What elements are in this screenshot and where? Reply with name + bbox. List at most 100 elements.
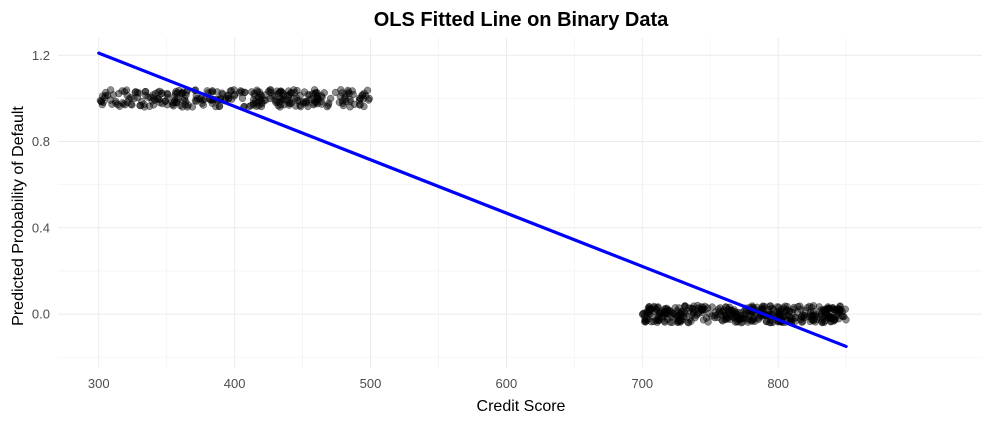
data-point: [258, 100, 266, 108]
data-point: [661, 308, 669, 316]
data-point: [267, 88, 275, 97]
data-point: [666, 318, 674, 326]
ols-fitted-line: [97, 51, 848, 349]
data-point: [776, 307, 784, 315]
data-point: [701, 305, 709, 314]
data-point: [714, 310, 722, 318]
data-point: [140, 103, 149, 111]
data-point: [278, 89, 287, 97]
x-tick-label: 400: [224, 376, 246, 391]
data-point: [338, 89, 346, 97]
data-point: [704, 318, 712, 326]
data-point: [102, 88, 110, 97]
data-point: [643, 317, 651, 325]
data-point: [827, 314, 835, 323]
data-point: [296, 91, 304, 100]
data-point: [790, 305, 798, 313]
data-point: [806, 317, 814, 326]
data-point: [154, 88, 162, 96]
data-point: [96, 96, 104, 105]
data-point: [671, 311, 679, 319]
data-point: [287, 99, 295, 107]
data-point: [172, 87, 180, 96]
data-point: [645, 310, 654, 319]
data-point: [665, 307, 674, 315]
y-tick-label: 1.2: [32, 48, 50, 63]
data-point: [178, 89, 186, 97]
data-point: [355, 94, 364, 102]
data-point: [325, 99, 333, 107]
data-point: [245, 102, 253, 111]
data-point: [313, 88, 321, 97]
data-point: [285, 90, 294, 99]
x-tick-label: 600: [496, 376, 518, 391]
data-point: [729, 307, 737, 316]
y-tick-label: 0.0: [32, 307, 50, 322]
data-point: [279, 96, 287, 104]
data-point: [676, 318, 684, 326]
data-point: [120, 100, 128, 108]
y-axis-label: Predicted Probability of Default: [10, 106, 27, 326]
data-point: [149, 101, 158, 109]
data-point: [230, 86, 238, 94]
data-point: [192, 97, 200, 105]
data-point: [323, 103, 331, 111]
data-point: [684, 319, 693, 327]
data-point: [142, 91, 150, 100]
data-point: [801, 307, 809, 315]
data-point: [818, 318, 826, 327]
x-tick-label: 500: [360, 376, 382, 391]
data-point: [296, 103, 305, 111]
data-point: [759, 302, 767, 310]
data-point: [140, 100, 148, 108]
data-point: [327, 94, 335, 103]
data-point: [726, 315, 734, 324]
data-point: [148, 97, 156, 105]
data-point: [164, 90, 172, 99]
data-point: [109, 91, 117, 99]
data-point: [818, 318, 826, 326]
data-point: [360, 102, 368, 111]
x-tick-label: 800: [767, 376, 789, 391]
data-point: [663, 315, 671, 323]
data-point: [829, 304, 837, 312]
data-point: [127, 100, 135, 109]
data-point: [786, 314, 795, 323]
grid: [58, 38, 982, 368]
data-point: [318, 93, 326, 102]
data-point: [115, 89, 123, 98]
data-point: [146, 93, 155, 101]
data-point: [827, 317, 835, 326]
data-point: [681, 302, 689, 311]
data-point: [302, 98, 310, 106]
data-point: [257, 96, 265, 104]
data-point: [355, 101, 364, 109]
data-point: [837, 306, 845, 314]
data-point: [208, 88, 217, 96]
data-point: [97, 98, 105, 106]
data-point: [677, 310, 685, 319]
data-point: [741, 311, 749, 319]
data-point: [161, 97, 169, 105]
data-point: [657, 308, 665, 316]
data-point: [794, 303, 802, 311]
data-point: [363, 86, 372, 94]
data-point: [136, 101, 144, 110]
data-point: [676, 316, 684, 324]
data-point: [309, 101, 317, 109]
data-point: [314, 95, 322, 103]
data-point: [338, 97, 347, 105]
data-point: [693, 301, 702, 310]
data-point: [275, 88, 284, 96]
data-point: [128, 101, 136, 109]
data-point: [238, 94, 247, 102]
x-tick-label: 300: [88, 376, 110, 391]
data-point: [766, 302, 774, 310]
data-point: [284, 87, 293, 95]
data-point: [641, 318, 650, 326]
data-point: [163, 89, 171, 98]
data-point: [807, 303, 816, 312]
data-point: [188, 103, 197, 111]
